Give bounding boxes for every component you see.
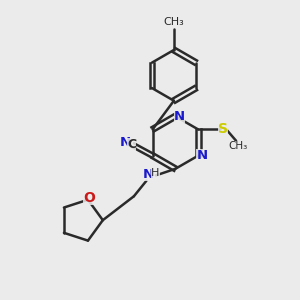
Text: N: N xyxy=(196,149,208,162)
Text: N: N xyxy=(119,136,130,149)
Text: H: H xyxy=(151,168,160,178)
Text: N: N xyxy=(174,110,185,123)
Text: CH₃: CH₃ xyxy=(228,141,247,151)
Text: C: C xyxy=(127,138,136,151)
Text: N: N xyxy=(143,168,154,181)
Text: O: O xyxy=(83,191,95,205)
Text: S: S xyxy=(218,122,228,136)
Text: CH₃: CH₃ xyxy=(164,16,184,27)
